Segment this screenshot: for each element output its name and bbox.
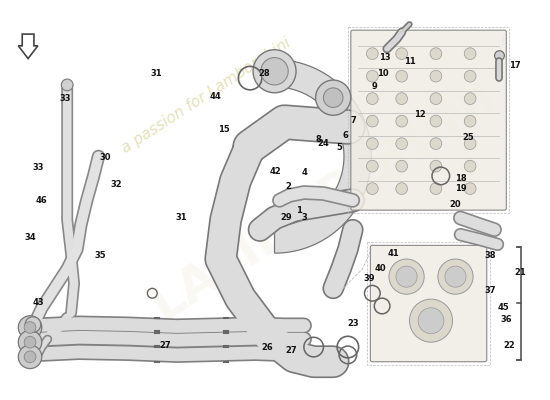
Circle shape (396, 266, 417, 287)
Circle shape (366, 70, 378, 82)
Text: 28: 28 (258, 69, 270, 78)
Text: 25: 25 (463, 133, 475, 142)
Text: 9: 9 (372, 82, 377, 92)
Circle shape (366, 138, 378, 150)
Text: 26: 26 (261, 342, 273, 352)
Circle shape (18, 316, 42, 339)
Circle shape (261, 58, 288, 85)
Text: 17: 17 (509, 61, 520, 70)
Circle shape (366, 48, 378, 60)
Text: 8: 8 (315, 135, 321, 144)
Circle shape (430, 183, 442, 194)
Circle shape (438, 259, 473, 294)
Text: 38: 38 (485, 251, 496, 260)
Text: 1: 1 (296, 206, 302, 215)
Text: 36: 36 (500, 315, 512, 324)
Text: 23: 23 (347, 319, 359, 328)
Text: a passion for Lamborghini: a passion for Lamborghini (119, 36, 294, 156)
Text: 29: 29 (280, 214, 292, 222)
Circle shape (396, 70, 408, 82)
Circle shape (396, 93, 408, 104)
Circle shape (464, 93, 476, 104)
Circle shape (430, 70, 442, 82)
Text: 35: 35 (95, 251, 106, 260)
Text: 31: 31 (151, 69, 162, 78)
Text: 12: 12 (414, 110, 426, 119)
Text: 27: 27 (159, 341, 170, 350)
Circle shape (445, 266, 466, 287)
Circle shape (366, 160, 378, 172)
Circle shape (396, 138, 408, 150)
Circle shape (430, 138, 442, 150)
Circle shape (396, 183, 408, 194)
Circle shape (464, 160, 476, 172)
Circle shape (62, 79, 73, 91)
Circle shape (389, 259, 424, 294)
Circle shape (464, 70, 476, 82)
Text: 6: 6 (342, 131, 348, 140)
Circle shape (494, 51, 504, 60)
Circle shape (18, 345, 42, 368)
Text: 21: 21 (514, 268, 526, 277)
Circle shape (25, 317, 41, 332)
Circle shape (253, 50, 296, 93)
Text: 5: 5 (337, 143, 343, 152)
Text: 27: 27 (285, 346, 297, 356)
Circle shape (24, 351, 36, 363)
Text: 22: 22 (503, 341, 515, 350)
Text: 10: 10 (377, 69, 388, 78)
Circle shape (366, 115, 378, 127)
Circle shape (24, 322, 36, 333)
Circle shape (464, 48, 476, 60)
Circle shape (396, 48, 408, 60)
Circle shape (410, 299, 453, 342)
Text: 11: 11 (404, 57, 415, 66)
Circle shape (430, 48, 442, 60)
Text: 45: 45 (498, 304, 509, 312)
Circle shape (316, 80, 351, 115)
Circle shape (464, 115, 476, 127)
Text: 40: 40 (374, 264, 386, 273)
Text: 2: 2 (285, 182, 292, 191)
Text: 41: 41 (388, 249, 399, 258)
Circle shape (396, 160, 408, 172)
Circle shape (464, 183, 476, 194)
FancyBboxPatch shape (351, 30, 507, 210)
Circle shape (430, 115, 442, 127)
Text: 43: 43 (32, 298, 44, 306)
Text: 39: 39 (364, 274, 375, 283)
Text: 7: 7 (350, 116, 356, 125)
Text: 4: 4 (301, 168, 307, 178)
Text: 19: 19 (455, 184, 466, 193)
Circle shape (464, 138, 476, 150)
Text: 33: 33 (59, 94, 71, 103)
Circle shape (396, 115, 408, 127)
Circle shape (24, 336, 36, 348)
Text: 3: 3 (302, 214, 307, 222)
Circle shape (430, 93, 442, 104)
Polygon shape (258, 60, 371, 253)
Text: 34: 34 (24, 233, 36, 242)
Text: 20: 20 (449, 200, 461, 209)
Text: 31: 31 (175, 214, 186, 222)
Circle shape (366, 183, 378, 194)
Text: 24: 24 (317, 139, 329, 148)
FancyBboxPatch shape (370, 245, 487, 362)
Circle shape (366, 93, 378, 104)
Text: LAMBORGHINI: LAMBORGHINI (142, 71, 505, 330)
Text: 32: 32 (111, 180, 122, 189)
Circle shape (430, 160, 442, 172)
Text: 42: 42 (269, 166, 281, 176)
Text: 13: 13 (379, 53, 391, 62)
Circle shape (418, 308, 444, 334)
Circle shape (323, 88, 343, 108)
Text: 33: 33 (32, 163, 44, 172)
Text: 30: 30 (100, 153, 111, 162)
Circle shape (18, 330, 42, 354)
Text: 46: 46 (35, 196, 47, 205)
Text: 37: 37 (485, 286, 496, 295)
Text: 15: 15 (218, 126, 230, 134)
Text: 44: 44 (210, 92, 222, 101)
Text: 18: 18 (455, 174, 466, 183)
